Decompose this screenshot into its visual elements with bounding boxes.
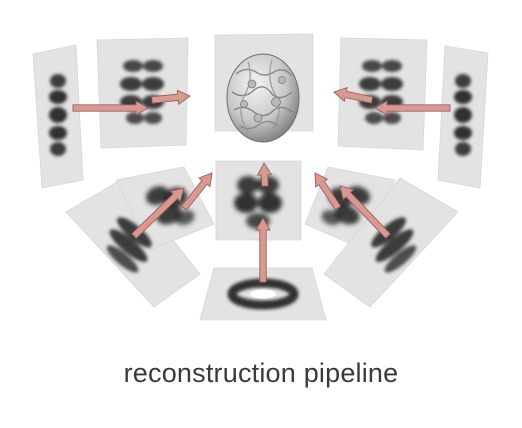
projection-arrow [374, 100, 451, 116]
reconstructed-3d-volume [226, 53, 300, 143]
projection-density-blob [454, 74, 472, 156]
projection-arrow [255, 217, 271, 283]
projection-arrow [314, 172, 342, 211]
projection-arrow [131, 187, 185, 239]
projection-arrow [180, 172, 213, 211]
projection-arrow [151, 89, 191, 106]
projection-image-panel [337, 37, 428, 151]
projection-density-blob [49, 74, 67, 156]
diagram-caption: reconstruction pipeline [123, 358, 399, 388]
projection-arrow [72, 100, 149, 116]
projection-arrow [333, 86, 374, 104]
projection-density-blob [234, 176, 282, 229]
projection-density-ring [227, 278, 299, 310]
projection-density-blob [120, 60, 164, 124]
projection-image-panel [96, 37, 189, 149]
projection-arrow [339, 185, 391, 239]
ring-center [250, 289, 276, 299]
projection-arrow [256, 162, 273, 187]
